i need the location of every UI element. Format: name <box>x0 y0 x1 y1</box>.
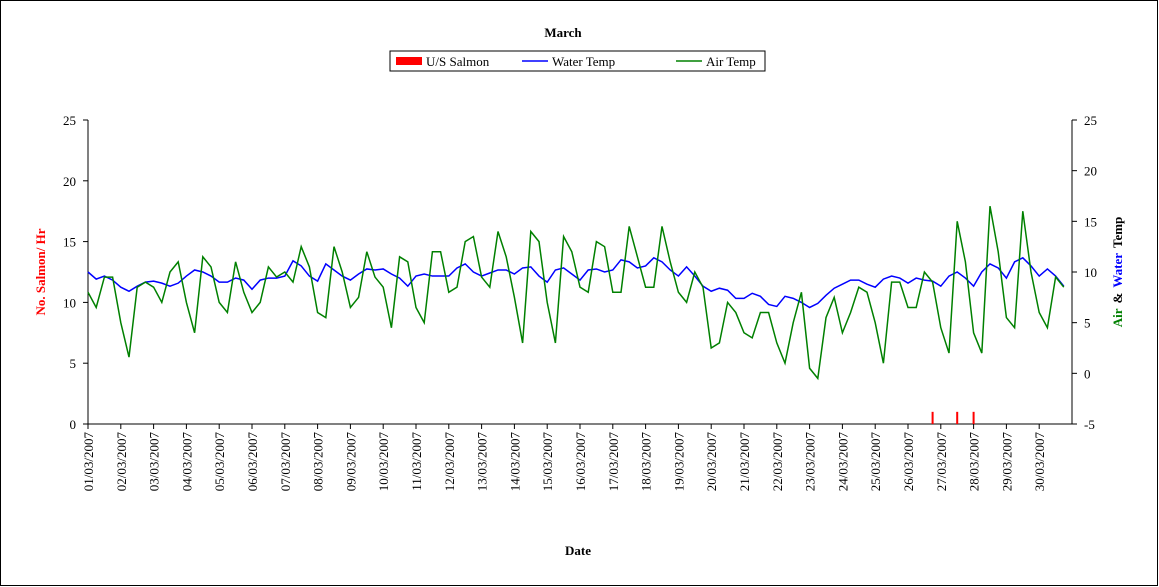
y-tick-label: 15 <box>63 235 76 250</box>
y2-axis-title: Air & Water Temp <box>1110 217 1125 328</box>
x-tick-label: 07/03/2007 <box>278 432 293 492</box>
line <box>87 256 1065 309</box>
x-tick-label: 01/03/2007 <box>81 432 96 492</box>
y-tick-label: 5 <box>70 356 77 371</box>
y-tick-label: 10 <box>63 295 76 310</box>
x-tick-label: 14/03/2007 <box>507 432 522 492</box>
x-tick-label: 03/03/2007 <box>147 432 162 492</box>
chart-title: March <box>544 25 582 40</box>
legend-swatch <box>396 57 422 65</box>
x-tick-label: 08/03/2007 <box>311 432 326 492</box>
y2-tick-label: 25 <box>1084 113 1097 128</box>
x-tick-label: 23/03/2007 <box>803 432 818 492</box>
bar <box>956 411 959 424</box>
x-tick-label: 05/03/2007 <box>212 432 227 492</box>
y2-tick-label: 15 <box>1084 214 1097 229</box>
x-tick-label: 30/03/2007 <box>1032 432 1047 492</box>
legend-box <box>389 50 766 72</box>
x-tick-label: 27/03/2007 <box>934 432 949 492</box>
y2-axis-title-part: Temp <box>1110 217 1125 248</box>
x-tick-label: 11/03/2007 <box>409 432 424 491</box>
y-tick-label: 0 <box>70 417 77 432</box>
y2-axis-title-part: & <box>1110 293 1125 304</box>
y2-tick-label: 5 <box>1084 316 1091 331</box>
y2-axis-title-part: Water <box>1110 253 1125 288</box>
y2-tick-label: 10 <box>1084 265 1097 280</box>
x-tick-label: 13/03/2007 <box>475 432 490 492</box>
x-tick-label: 18/03/2007 <box>639 432 654 492</box>
x-tick-label: 20/03/2007 <box>704 432 719 492</box>
x-axis-title: Date <box>565 543 591 558</box>
x-tick-label: 29/03/2007 <box>999 432 1014 492</box>
y2-tick-label: -5 <box>1084 417 1095 432</box>
x-tick-label: 25/03/2007 <box>868 432 883 492</box>
y-tick-label: 25 <box>63 113 76 128</box>
y2-tick-label: 0 <box>1084 366 1091 381</box>
x-tick-label: 15/03/2007 <box>540 432 555 492</box>
legend-label: Water Temp <box>552 54 615 69</box>
x-tick-label: 28/03/2007 <box>967 432 982 492</box>
legend-label: Air Temp <box>706 54 756 69</box>
x-tick-label: 12/03/2007 <box>442 432 457 492</box>
x-tick-label: 09/03/2007 <box>343 432 358 492</box>
y2-tick-label: 20 <box>1084 164 1097 179</box>
x-tick-label: 04/03/2007 <box>179 432 194 492</box>
y-tick-label: 20 <box>63 174 76 189</box>
x-tick-label: 10/03/2007 <box>376 432 391 492</box>
x-tick-label: 24/03/2007 <box>835 432 850 492</box>
bar <box>972 411 975 424</box>
legend-label: U/S Salmon <box>426 54 490 69</box>
x-tick-label: 26/03/2007 <box>901 432 916 492</box>
x-tick-label: 17/03/2007 <box>606 432 621 492</box>
bar <box>931 411 934 424</box>
x-tick-label: 06/03/2007 <box>245 432 260 492</box>
x-tick-label: 21/03/2007 <box>737 432 752 492</box>
x-tick-label: 16/03/2007 <box>573 432 588 492</box>
x-tick-label: 19/03/2007 <box>671 432 686 492</box>
y2-axis-title-part: Air <box>1110 308 1125 327</box>
x-tick-label: 22/03/2007 <box>770 432 785 492</box>
line <box>87 206 1065 381</box>
x-tick-label: 02/03/2007 <box>114 432 129 492</box>
y-axis-title: No. Salmon/ Hr <box>33 228 48 315</box>
